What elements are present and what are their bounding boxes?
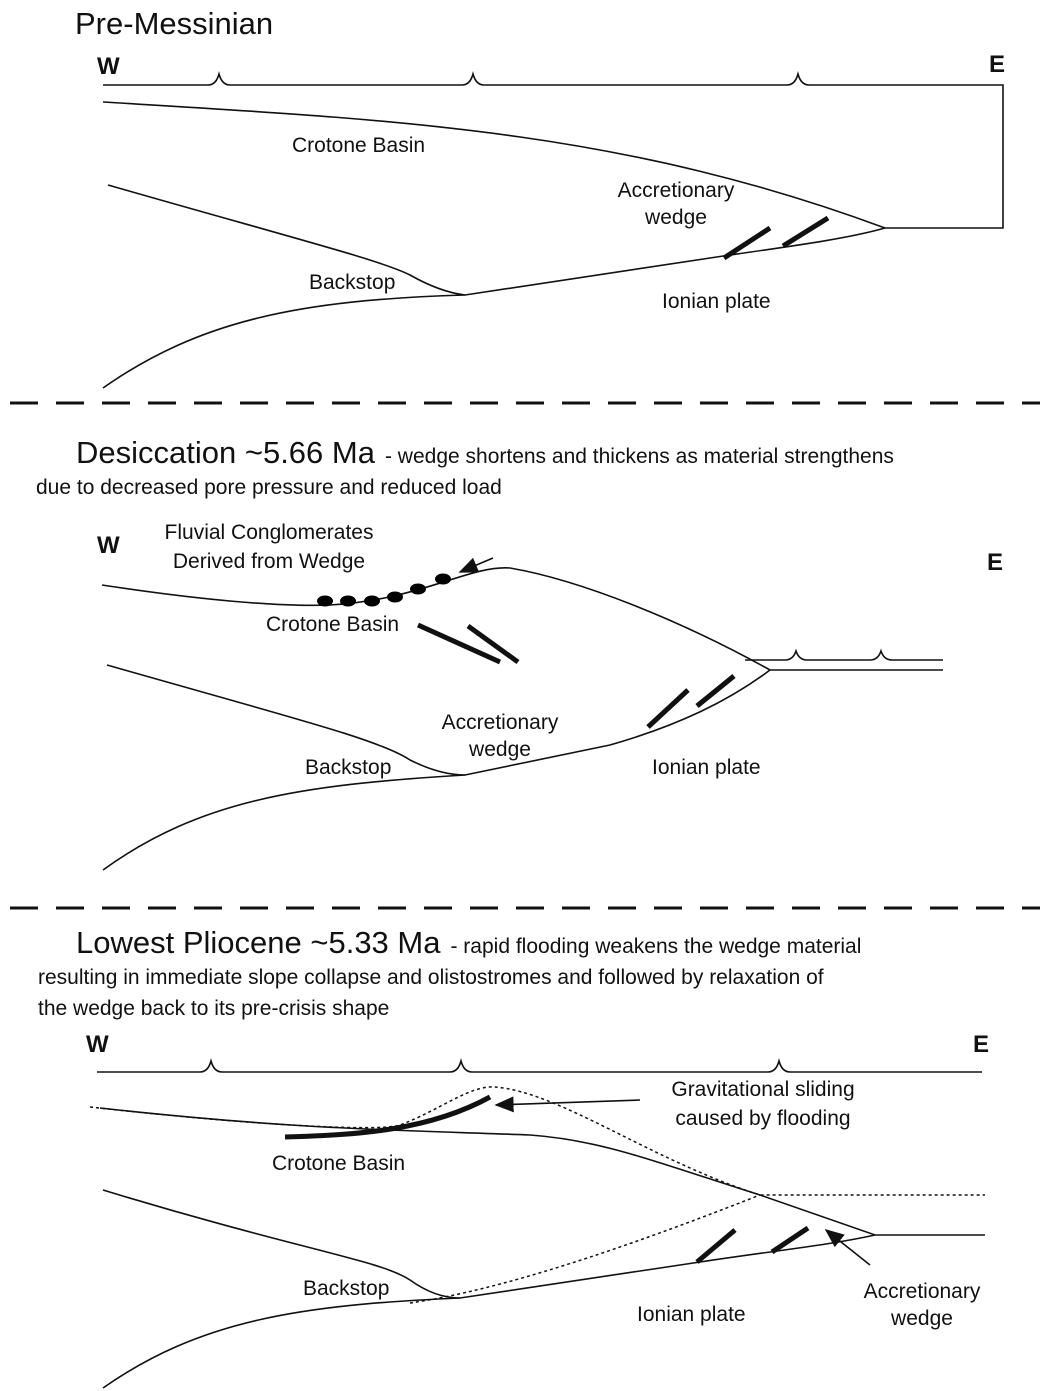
sea-surface — [745, 651, 943, 660]
label: Backstop — [309, 271, 395, 294]
panel-desiccation: Desiccation ~5.66 Ma - wedge shortens and… — [36, 435, 1003, 870]
wedge-top — [100, 1108, 985, 1235]
label: Fluvial Conglomerates — [165, 521, 374, 544]
label: Accretionary — [442, 711, 559, 734]
label: Backstop — [305, 756, 391, 779]
west-label: W — [86, 1031, 109, 1058]
panel-title: Pre-Messinian — [75, 6, 273, 41]
wedge-top — [102, 568, 943, 670]
description: - rapid flooding weakens the wedge mater… — [450, 935, 861, 958]
east-label: E — [987, 549, 1003, 576]
diagram: Pre-Messinian W E Crotone Basin Accretio… — [0, 0, 1057, 1391]
label: Crotone Basin — [272, 1152, 405, 1175]
label: wedge — [468, 738, 531, 761]
panel-title: Desiccation ~5.66 Ma — [76, 435, 376, 470]
label: Crotone Basin — [266, 613, 399, 636]
arrow — [496, 1100, 640, 1105]
collapsed-profile — [410, 1195, 760, 1303]
label: Gravitational sliding — [671, 1078, 854, 1101]
label: Crotone Basin — [292, 134, 425, 157]
slide-surface — [285, 1097, 490, 1137]
conglomerates — [317, 574, 451, 607]
panel-title: Lowest Pliocene ~5.33 Ma — [76, 925, 441, 960]
label: Derived from Wedge — [173, 550, 365, 573]
backstop — [103, 1190, 460, 1298]
description: resulting in immediate slope collapse an… — [38, 966, 824, 989]
label: wedge — [644, 206, 707, 229]
sea-surface — [97, 1061, 982, 1072]
fault — [418, 625, 500, 662]
backstop — [107, 665, 465, 775]
backstop — [108, 185, 465, 295]
description: - wedge shortens and thickens as materia… — [385, 445, 894, 468]
panel-heading: Desiccation ~5.66 Ma - wedge shortens and… — [76, 435, 894, 470]
label: Accretionary — [618, 179, 735, 202]
east-label: E — [973, 1031, 989, 1058]
label: Ionian plate — [637, 1303, 746, 1326]
west-label: W — [97, 532, 120, 559]
description: due to decreased pore pressure and reduc… — [36, 476, 502, 499]
panel-pre-messinian: Pre-Messinian W E Crotone Basin Accretio… — [75, 6, 1005, 388]
label: caused by flooding — [675, 1107, 850, 1130]
east-label: E — [989, 51, 1005, 78]
panel-heading: Lowest Pliocene ~5.33 Ma - rapid flooding… — [76, 925, 861, 960]
plate — [103, 1235, 875, 1388]
west-label: W — [97, 53, 120, 80]
label: Backstop — [303, 1277, 389, 1300]
description: the wedge back to its pre-crisis shape — [38, 997, 389, 1020]
fault — [697, 676, 734, 706]
label: wedge — [890, 1307, 953, 1330]
arrow — [826, 1230, 870, 1265]
fault — [772, 1228, 808, 1252]
wedge-top — [103, 102, 885, 228]
sea-surface — [103, 74, 1003, 228]
label: Accretionary — [864, 1280, 981, 1303]
label: Ionian plate — [662, 290, 771, 313]
panel-lowest-pliocene: Lowest Pliocene ~5.33 Ma - rapid flooding… — [38, 925, 989, 1388]
fault — [724, 228, 770, 258]
label: Ionian plate — [652, 756, 761, 779]
fault — [648, 690, 688, 727]
